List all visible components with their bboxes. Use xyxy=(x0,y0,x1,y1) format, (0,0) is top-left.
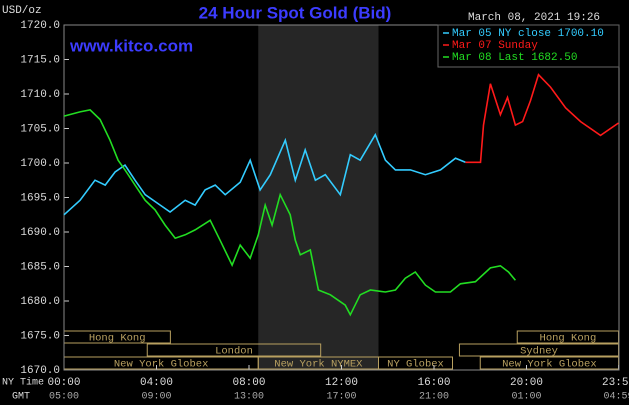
x-tick-label: 12:00 xyxy=(325,377,358,389)
series-line xyxy=(63,109,517,317)
session-label: London xyxy=(215,345,253,357)
session-label: NY Globex xyxy=(387,358,444,370)
y-tick-label: 1670.0 xyxy=(20,365,60,377)
timestamp: March 08, 2021 19:26 xyxy=(468,12,600,24)
y-tick-label: 1675.0 xyxy=(20,330,60,342)
x2-tick-label: 01:00 xyxy=(511,392,541,403)
legend-label: Mar 05 NY close 1700.10 xyxy=(452,28,604,40)
y-tick-label: 1715.0 xyxy=(20,54,60,66)
chart-title: 24 Hour Spot Gold (Bid) xyxy=(199,3,392,22)
x2-tick-label: 05:00 xyxy=(49,392,79,403)
y-tick-label: 1720.0 xyxy=(20,20,60,32)
x2-tick-label: 17:00 xyxy=(326,392,356,403)
y-tick-label: 1710.0 xyxy=(20,89,60,101)
x2-tick-label: 21:00 xyxy=(419,392,449,403)
x-row-label: NY Time xyxy=(2,377,44,389)
y-tick-label: 1700.0 xyxy=(20,158,60,170)
session-bar xyxy=(378,356,453,370)
highlight-band xyxy=(258,25,379,370)
x-tick-label: 16:00 xyxy=(417,377,450,389)
plot-frame xyxy=(63,24,620,371)
session-label: Hong Kong xyxy=(89,332,146,344)
x2-tick-label: 09:00 xyxy=(141,392,171,403)
y-tick-label: 1680.0 xyxy=(20,296,60,308)
watermark: www.kitco.com xyxy=(69,36,193,55)
session-bar xyxy=(146,343,322,357)
y-tick-label: 1705.0 xyxy=(20,123,60,135)
x2-tick-label: 04:59 xyxy=(604,392,629,403)
series-line xyxy=(465,73,619,164)
session-label: Sydney xyxy=(520,345,558,357)
x-row-label: GMT xyxy=(12,392,30,403)
y-tick-label: 1695.0 xyxy=(20,192,60,204)
y-tick-label: 1685.0 xyxy=(20,261,60,273)
session-label: New York Globex xyxy=(114,358,209,370)
x-tick-label: 00:00 xyxy=(47,377,80,389)
x-tick-label: 04:00 xyxy=(140,377,173,389)
session-label: New York NYMEX xyxy=(274,358,363,370)
legend-box xyxy=(437,24,620,68)
legend-label: Mar 08 Last 1682.50 xyxy=(452,52,577,64)
x2-tick-label: 13:00 xyxy=(234,392,264,403)
x-tick-label: 08:00 xyxy=(232,377,265,389)
y-axis-label: USD/oz xyxy=(2,5,42,17)
series-line xyxy=(63,132,466,216)
x-tick-label: 23:59 xyxy=(602,377,629,389)
session-label: Hong Kong xyxy=(540,332,597,344)
session-label: New York Globex xyxy=(502,358,597,370)
x-tick-label: 20:00 xyxy=(510,377,543,389)
y-tick-label: 1690.0 xyxy=(20,227,60,239)
legend-label: Mar 07 Sunday xyxy=(452,40,538,52)
